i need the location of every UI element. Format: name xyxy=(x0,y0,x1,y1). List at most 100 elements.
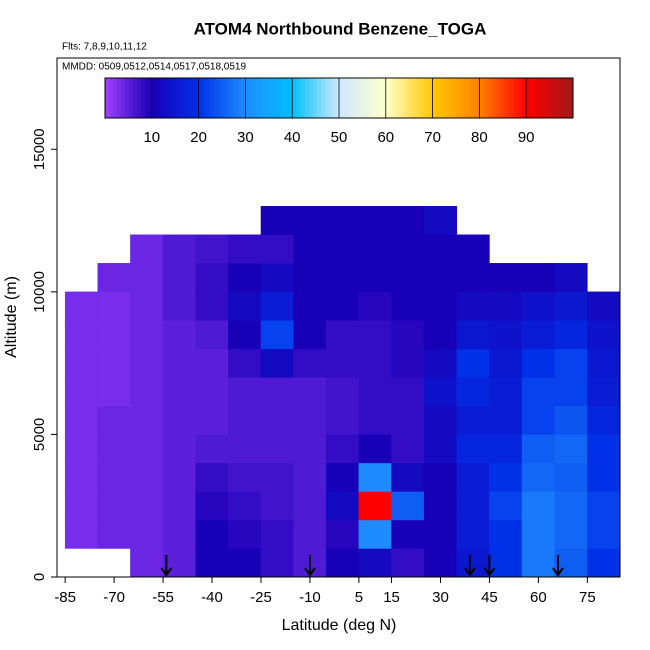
colorbar-swatch xyxy=(257,78,262,118)
heat-cell xyxy=(423,234,458,264)
colorbar-swatch xyxy=(401,78,406,118)
x-tick-label: -85 xyxy=(54,589,76,606)
heat-cell xyxy=(456,263,490,293)
heat-cell xyxy=(260,405,294,435)
heat-cell xyxy=(521,462,555,492)
heat-cell xyxy=(489,263,523,293)
colorbar-swatch xyxy=(441,78,446,118)
heat-cell xyxy=(587,548,621,578)
heat-cell xyxy=(326,548,360,578)
heat-cell xyxy=(228,405,262,435)
heat-cell xyxy=(326,263,360,293)
colorbar-swatch xyxy=(145,78,150,118)
colorbar-swatch xyxy=(121,78,126,118)
colorbar-swatch xyxy=(533,78,538,118)
arrow-head xyxy=(160,567,173,577)
colorbar-swatch xyxy=(373,78,378,118)
heat-cell xyxy=(64,377,99,407)
colorbar-swatch xyxy=(193,78,198,118)
subtitle: Flts: 7,8,9,10,11,12 xyxy=(62,42,147,53)
x-tick-label: 45 xyxy=(481,589,498,606)
arrow xyxy=(552,555,564,577)
heat-cell xyxy=(521,405,555,435)
heat-cell xyxy=(326,377,360,407)
colorbar-swatch xyxy=(169,78,174,118)
colorbar-frame xyxy=(104,77,574,119)
colorbar-swatch xyxy=(109,78,114,118)
y-tick-label: 5000 xyxy=(31,418,48,451)
colorbar-swatch xyxy=(105,78,110,118)
colorbar-swatch xyxy=(437,78,442,118)
heat-cell xyxy=(195,263,229,293)
heat-cell xyxy=(162,348,196,378)
heat-cell xyxy=(358,263,392,293)
heat-cell xyxy=(64,348,99,378)
heat-cell xyxy=(554,462,588,492)
heat-cell xyxy=(391,548,425,578)
heat-cell xyxy=(423,405,458,435)
heat-cell xyxy=(391,348,425,378)
colorbar-swatch xyxy=(305,78,310,118)
x-tick-label: -55 xyxy=(152,589,174,606)
heat-cell xyxy=(130,548,164,578)
colorbar-swatch xyxy=(405,78,410,118)
heat-cell xyxy=(64,405,99,435)
colorbar-swatch xyxy=(321,78,326,118)
x-tick-label: -40 xyxy=(201,589,223,606)
heat-cell xyxy=(587,519,621,549)
heat-cell xyxy=(358,206,392,236)
heat-cell xyxy=(195,377,229,407)
colorbar-swatch xyxy=(553,78,558,118)
heat-cell xyxy=(195,320,229,350)
chart-title: ATOM4 Northbound Benzene_TOGA xyxy=(194,19,487,38)
colorbar-swatch xyxy=(197,78,202,118)
colorbar-swatch xyxy=(245,78,250,118)
heat-cell xyxy=(489,491,523,521)
colorbar-swatch xyxy=(517,78,522,118)
colorbar-swatch xyxy=(473,78,478,118)
heat-cell xyxy=(521,320,555,350)
colorbar-tick-label: 70 xyxy=(424,129,441,146)
heat-cell xyxy=(456,434,490,464)
heat-cell xyxy=(162,234,196,264)
heat-cell xyxy=(195,405,229,435)
colorbar-swatch xyxy=(353,78,358,118)
colorbar-swatch xyxy=(529,78,534,118)
heat-cell xyxy=(554,320,588,350)
colorbar-swatch xyxy=(317,78,322,118)
heat-cell xyxy=(423,377,458,407)
heat-cell xyxy=(358,405,392,435)
heat-cell xyxy=(554,263,588,293)
x-tick-label: 15 xyxy=(383,589,400,606)
colorbar-swatch xyxy=(229,78,234,118)
heat-cell xyxy=(64,434,99,464)
colorbar-swatch xyxy=(505,78,510,118)
heat-cell xyxy=(554,434,588,464)
heat-cell xyxy=(130,263,164,293)
colorbar-swatch xyxy=(265,78,270,118)
y-tick-label: 0 xyxy=(31,573,48,581)
heat-cell xyxy=(195,548,229,578)
colorbar-swatch xyxy=(325,78,330,118)
colorbar-swatch xyxy=(381,78,386,118)
heat-cell xyxy=(489,348,523,378)
heat-cell xyxy=(228,234,262,264)
heat-cell xyxy=(228,377,262,407)
colorbar-tick-label: 80 xyxy=(471,129,488,146)
colorbar-swatch xyxy=(341,78,346,118)
x-tick-label: 75 xyxy=(579,589,596,606)
arrow xyxy=(160,555,173,577)
heat-cell xyxy=(489,519,523,549)
colorbar-swatch xyxy=(465,78,470,118)
heat-cell xyxy=(423,519,458,549)
heat-cell xyxy=(260,348,294,378)
heat-cell xyxy=(326,206,360,236)
colorbar-swatch xyxy=(293,78,298,118)
heat-cell xyxy=(293,291,327,321)
heat-cell xyxy=(423,291,458,321)
heat-cell xyxy=(391,519,425,549)
colorbar-swatch xyxy=(185,78,190,118)
heat-cell xyxy=(195,348,229,378)
colorbar-swatch xyxy=(525,78,530,118)
heat-cell xyxy=(97,291,131,321)
